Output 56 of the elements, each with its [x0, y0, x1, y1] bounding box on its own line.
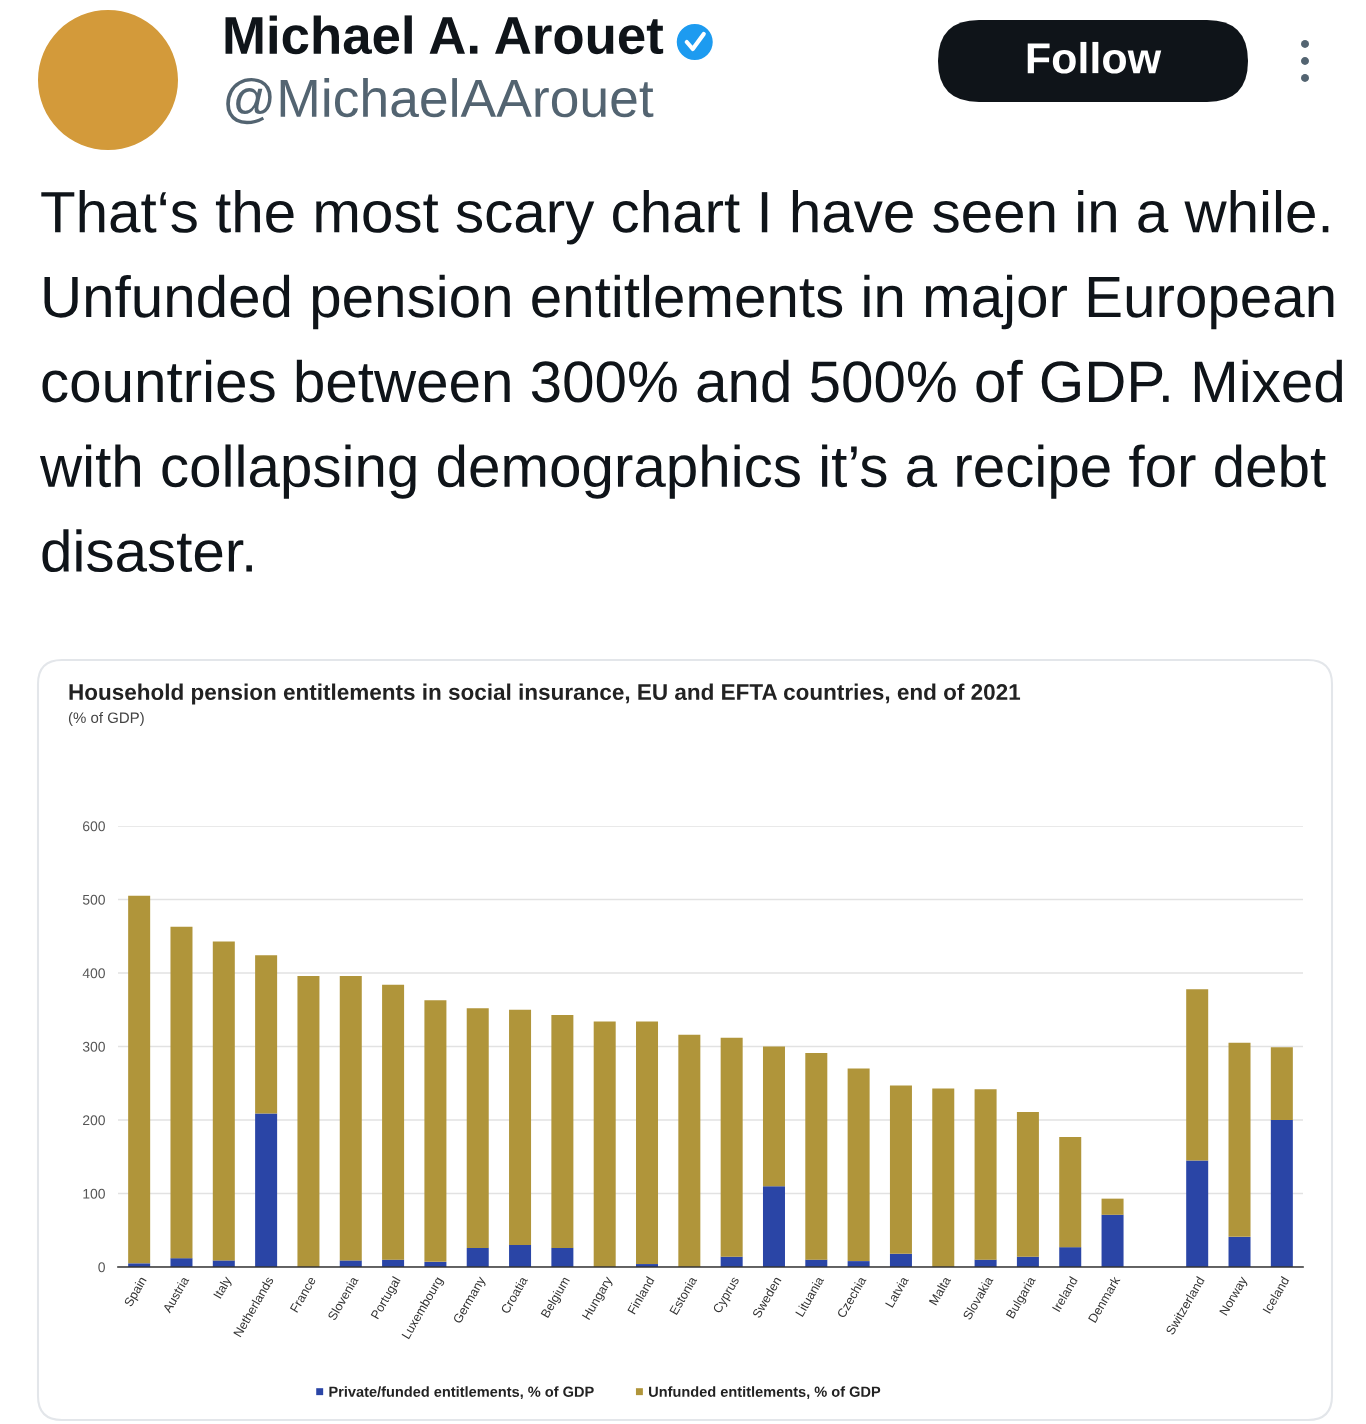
bar — [509, 1009, 532, 1245]
bar — [424, 1000, 447, 1262]
bar — [1186, 989, 1209, 1161]
bar — [1270, 1120, 1293, 1267]
bar — [762, 1046, 785, 1187]
bar — [974, 1089, 997, 1260]
y-tick-label: 500 — [82, 894, 105, 905]
y-tick-label: 300 — [82, 1041, 105, 1052]
bar — [636, 1021, 659, 1265]
bar — [339, 1260, 362, 1267]
bar — [128, 895, 151, 1264]
y-tick-label: 600 — [83, 821, 105, 832]
bar — [889, 1253, 912, 1267]
chart-subtitle: (% of GDP) — [68, 712, 144, 726]
bar — [382, 984, 405, 1260]
chart-title: Household pension entitlements in social insurance, EU and EFTA countries, end of 2021 — [69, 683, 1021, 705]
bar — [932, 1088, 955, 1267]
text: Michael A. Arouet — [225, 15, 664, 55]
bar — [339, 975, 362, 1261]
bar — [593, 1021, 616, 1267]
bar — [1228, 1236, 1251, 1267]
bar — [255, 955, 278, 1114]
legend-label: Unfunded entitlements, % of GDP — [649, 1386, 881, 1400]
text: That‘s the most scary chart I have seen in a while. Unfunded pension entitlements in major European countries between 300% and 500% of GDP. Mixed with collapsing demographics it’s a recipe for debt disaster. — [39, 190, 1342, 573]
bar — [678, 1034, 701, 1267]
bar — [847, 1068, 870, 1262]
bar — [170, 1258, 193, 1267]
text: Follow — [1027, 41, 1162, 74]
y-tick-label: 0 — [98, 1262, 105, 1273]
text: @MichaelAArouet — [226, 78, 654, 125]
bar — [1228, 1042, 1251, 1237]
bar — [170, 926, 193, 1259]
legend-label: Private/funded entitlements, % of GDP — [329, 1386, 594, 1400]
bar — [1059, 1136, 1082, 1248]
bar — [212, 941, 235, 1261]
bar — [1186, 1160, 1209, 1267]
bar — [1059, 1247, 1082, 1267]
bar — [762, 1186, 785, 1267]
bar — [805, 1053, 828, 1260]
bar — [509, 1244, 532, 1267]
bar — [255, 1113, 278, 1267]
bar — [466, 1008, 489, 1248]
bar — [1101, 1198, 1124, 1215]
bar — [720, 1037, 743, 1257]
bar — [889, 1085, 912, 1254]
bar — [466, 1247, 489, 1267]
bar — [1016, 1111, 1039, 1257]
y-tick-label: 400 — [82, 968, 105, 979]
y-tick-label: 100 — [83, 1188, 105, 1199]
y-tick-label: 200 — [83, 1115, 105, 1126]
bar — [212, 1260, 235, 1267]
bar — [1101, 1214, 1124, 1267]
bar — [551, 1247, 574, 1267]
bar — [1270, 1047, 1293, 1120]
bar — [551, 1014, 574, 1248]
bar — [297, 975, 320, 1267]
